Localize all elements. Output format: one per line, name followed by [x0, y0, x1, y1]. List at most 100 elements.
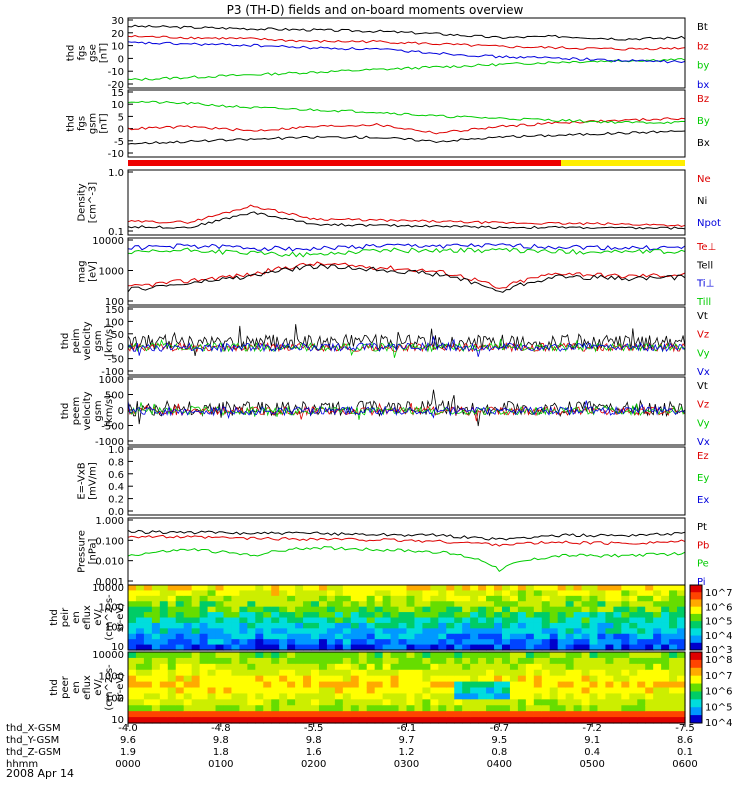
heatmap-cell [143, 711, 153, 718]
heatmap-cell [374, 711, 384, 718]
heatmap-cell [175, 590, 185, 597]
heatmap-cell [247, 639, 256, 646]
heatmap-cell [223, 628, 233, 635]
heatmap-cell [239, 590, 248, 597]
heatmap-cell [183, 652, 193, 659]
heatmap-cell [478, 628, 487, 635]
heatmap-cell [462, 711, 471, 718]
y-axis-label: thdpeirenefluxeV/(cm^2-s-sr-eV) [49, 594, 126, 641]
heatmap-cell [645, 699, 654, 706]
heatmap-cell [143, 585, 153, 592]
heatmap-cell [167, 717, 177, 724]
heatmap-cell [151, 606, 161, 613]
heatmap-cell [501, 675, 511, 683]
heatmap-cell [255, 590, 264, 597]
heatmap-cell [565, 675, 575, 683]
heatmap-cell [311, 617, 320, 624]
heatmap-cell [151, 590, 161, 597]
heatmap-cell [422, 705, 431, 712]
heatmap-cell [303, 705, 312, 712]
heatmap-cell [478, 652, 487, 659]
colorbar-segment [690, 599, 702, 608]
heatmap-cell [271, 644, 280, 651]
heatmap-cell [183, 595, 193, 602]
heatmap-cell [438, 711, 447, 718]
heatmap-cell [557, 628, 567, 635]
heatmap-cell [501, 628, 511, 635]
heatmap-cell [541, 675, 551, 683]
heatmap-cell [215, 669, 225, 677]
heatmap-cell [629, 595, 638, 602]
heatmap-cell [486, 622, 495, 629]
heatmap-cell [406, 705, 416, 712]
heatmap-cell [326, 681, 336, 689]
heatmap-cell [494, 699, 503, 706]
heatmap-cell [557, 612, 567, 619]
heatmap-cell [621, 628, 630, 635]
heatmap-cell [358, 669, 368, 677]
heatmap-cell [167, 652, 177, 659]
heatmap-cell [470, 669, 479, 677]
heatmap-cell [390, 639, 400, 646]
heatmap-cell [295, 612, 304, 619]
legend-Vz: Vz [697, 330, 709, 341]
heatmap-cell [271, 657, 280, 665]
footer-value: 0300 [394, 759, 419, 770]
heatmap-cell [175, 585, 185, 592]
heatmap-cell [318, 628, 328, 635]
heatmap-cell [175, 601, 185, 608]
ytick-label: 50 [111, 330, 124, 341]
heatmap-cell [175, 711, 185, 718]
y-axis-label-line: E=-VxB [77, 462, 88, 499]
heatmap-cell [255, 601, 264, 608]
heatmap-cell [263, 717, 272, 724]
heatmap-cell [565, 687, 575, 695]
heatmap-cell [509, 590, 519, 597]
heatmap-cell [159, 622, 169, 629]
heatmap-cell [470, 663, 479, 671]
heatmap-cell [358, 639, 368, 646]
heatmap-cell [621, 669, 630, 677]
heatmap-cell [573, 687, 583, 695]
heatmap-cell [255, 705, 264, 712]
heatmap-cell [215, 699, 225, 706]
heatmap-cell [151, 612, 161, 619]
heatmap-cell [159, 717, 169, 724]
heatmap-cell [287, 657, 296, 665]
heatmap-cell [247, 693, 256, 700]
heatmap-cell [565, 601, 575, 608]
heatmap-cell [438, 639, 447, 646]
heatmap-cell [199, 657, 209, 665]
heatmap-cell [541, 622, 551, 629]
heatmap-cell [247, 644, 256, 651]
heatmap-cell [366, 639, 376, 646]
ytick-label: 100 [105, 622, 124, 633]
heatmap-cell [621, 675, 630, 683]
heatmap-cell [422, 711, 431, 718]
heatmap-cell [398, 633, 408, 640]
heatmap-cell [501, 699, 511, 706]
heatmap-cell [446, 617, 455, 624]
heatmap-cell [215, 652, 225, 659]
heatmap-cell [255, 687, 264, 695]
heatmap-cell [366, 705, 376, 712]
heatmap-cell [501, 717, 511, 724]
heatmap-cell [135, 699, 145, 706]
heatmap-cell [430, 590, 439, 597]
heatmap-cell [390, 699, 400, 706]
heatmap-cell [255, 612, 264, 619]
heatmap-cell [271, 705, 280, 712]
heatmap-cell [366, 652, 376, 659]
footer-value: -6.1 [397, 723, 417, 734]
heatmap-cell [509, 595, 519, 602]
heatmap-cell [326, 595, 336, 602]
heatmap-cell [525, 657, 535, 665]
heatmap-cell [255, 595, 264, 602]
heatmap-cell [279, 699, 288, 706]
heatmap-cell [223, 711, 233, 718]
heatmap-cell [430, 681, 439, 689]
heatmap-cell [645, 687, 654, 695]
heatmap-cell [637, 717, 646, 724]
heatmap-cell [661, 622, 670, 629]
heatmap-cell [486, 663, 495, 671]
